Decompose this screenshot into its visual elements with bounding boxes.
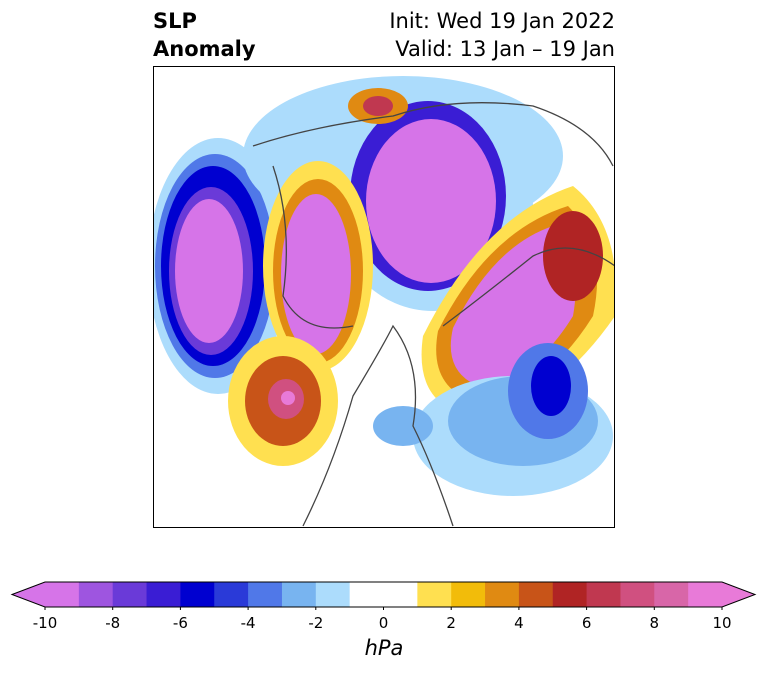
pacific-high	[228, 336, 338, 466]
colorbar-over-arrow	[722, 582, 755, 607]
colorbar-bin	[552, 582, 588, 607]
colorbar-tick-label: -8	[105, 614, 121, 632]
north-pacific-low	[153, 138, 288, 394]
colorbar-tick-label: 10	[712, 614, 732, 632]
colorbar	[10, 581, 757, 610]
colorbar-bin	[248, 582, 283, 607]
init-date: Init: Wed 19 Jan 2022	[389, 9, 615, 33]
colorbar-bin	[315, 582, 351, 607]
colorbar-tick-label: -10	[32, 614, 58, 632]
colorbar-bin	[586, 582, 621, 607]
colorbar-bin	[180, 582, 215, 607]
colorbar-bin	[485, 582, 520, 607]
colorbar-bin	[78, 582, 114, 607]
colorbar-bin	[349, 582, 418, 607]
west-high	[263, 161, 373, 371]
colorbar-bin	[214, 582, 249, 607]
coastlines	[252, 102, 615, 527]
colorbar-bin	[146, 582, 181, 607]
colorbar-bin	[112, 582, 148, 607]
colorbar-bin	[518, 582, 554, 607]
colorbar-tick-label: 2	[446, 614, 456, 632]
colorbar-bin	[281, 582, 317, 607]
title-anomaly: Anomaly	[153, 37, 256, 61]
valid-range: Valid: 13 Jan – 19 Jan	[395, 37, 615, 61]
colorbar-bin	[654, 582, 689, 607]
colorbar-bin	[688, 582, 723, 607]
colorbar-bin	[451, 582, 486, 607]
colorbar-tick-label: 0	[378, 614, 389, 632]
colorbar-tick-label: 4	[514, 614, 524, 632]
colorbar-bin	[417, 582, 452, 607]
map-frame	[153, 66, 615, 528]
small-high-core	[363, 96, 393, 116]
slp-anomaly-map	[153, 66, 615, 528]
colorbar-tick-label: 8	[649, 614, 660, 632]
colorbar-bin	[45, 582, 80, 607]
colorbar-tick-label: -4	[240, 614, 256, 632]
colorbar-bin	[620, 582, 655, 607]
colorbar-tick-label: -6	[172, 614, 188, 632]
colorbar-under-arrow	[12, 582, 45, 607]
atlantic-low	[373, 343, 613, 496]
title-variable: SLP	[153, 9, 197, 33]
colorbar-tick-label: 6	[581, 614, 592, 632]
colorbar-tick-label: -2	[308, 614, 324, 632]
colorbar-unit-label: hPa	[364, 636, 404, 660]
